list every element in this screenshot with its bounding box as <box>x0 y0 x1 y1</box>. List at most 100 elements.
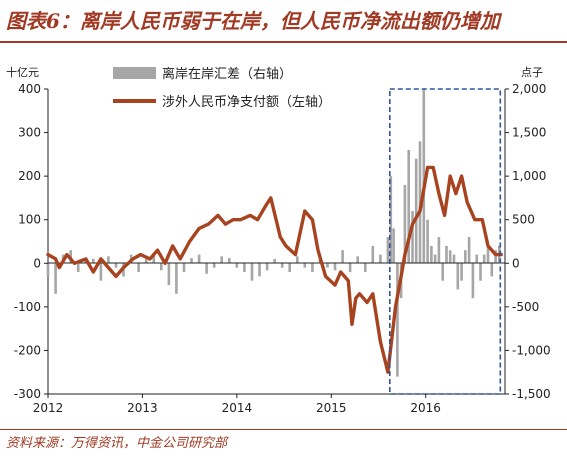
spread-bars <box>46 89 501 377</box>
spread-bar <box>190 258 193 264</box>
spread-bar <box>386 237 390 264</box>
spread-bar <box>452 254 456 264</box>
right-tick-label: 1,500 <box>512 126 546 140</box>
spread-bar <box>326 263 329 268</box>
spread-bar <box>482 254 486 264</box>
spread-bar <box>144 258 148 264</box>
left-tick-label: 200 <box>18 169 41 183</box>
spread-bar <box>403 184 407 264</box>
spread-bar <box>250 263 254 281</box>
source-rule <box>0 429 567 430</box>
spread-bar <box>46 263 50 277</box>
spread-bar <box>445 245 448 264</box>
spread-bar <box>137 263 140 272</box>
spread-bar <box>92 258 95 264</box>
spread-bar <box>433 254 437 264</box>
source-note: 资料来源：万得资讯，中金公司研究部 <box>6 436 228 451</box>
spread-bar <box>288 263 291 272</box>
spread-bar <box>152 252 156 264</box>
spread-bar <box>460 263 463 281</box>
spread-bar <box>212 263 216 268</box>
spread-bar <box>175 263 178 294</box>
right-tick-label: 2,000 <box>512 82 546 96</box>
legend-label-payment: 涉外人民币净支付额（左轴） <box>162 95 331 110</box>
payment-line-layer <box>46 165 503 374</box>
spread-bar <box>258 263 261 277</box>
spread-bar <box>392 228 395 264</box>
spread-bar <box>167 263 171 286</box>
spread-bar <box>471 263 475 299</box>
spread-bar <box>396 263 399 377</box>
chart-title: 图表6：离岸人民币弱于在岸，但人民币净流出额仍增加 <box>6 9 500 33</box>
spread-bar <box>99 263 103 281</box>
right-tick-label: -1,000 <box>512 343 551 357</box>
spread-bar <box>243 263 246 272</box>
x-tick-label: 2016 <box>410 401 441 415</box>
legend-label-spread: 离岸在岸汇差（右轴） <box>162 66 292 82</box>
left-tick-label: -100 <box>14 300 41 314</box>
legend-swatch-spread <box>113 67 156 79</box>
left-tick-label: 300 <box>18 126 41 140</box>
spread-bar <box>389 176 393 264</box>
spread-bar <box>311 263 314 272</box>
spread-bar <box>220 256 223 264</box>
spread-bar <box>494 250 497 264</box>
title-rule <box>0 41 567 43</box>
spread-bar <box>280 263 284 268</box>
left-tick-label: 400 <box>18 82 41 96</box>
x-tick-label: 2012 <box>33 401 64 415</box>
spread-bar <box>371 245 375 264</box>
x-tick-label: 2015 <box>316 401 347 415</box>
spread-bar <box>182 263 186 272</box>
spread-bar <box>430 245 433 264</box>
right-axis-unit: 点子 <box>521 66 543 79</box>
spread-bar <box>364 263 367 272</box>
spread-bar <box>107 256 110 264</box>
spread-bar <box>486 245 490 264</box>
right-tick-label: -500 <box>512 300 539 314</box>
spread-bar <box>265 263 269 271</box>
spread-bar <box>467 237 471 264</box>
spread-bar <box>490 263 494 277</box>
spread-bar <box>464 250 467 264</box>
spread-bar <box>348 263 352 272</box>
spread-bar <box>273 258 276 264</box>
spread-bar <box>407 150 410 264</box>
right-tick-label: -1,500 <box>512 387 551 401</box>
left-tick-label: -200 <box>14 343 41 357</box>
spread-bar <box>235 263 239 268</box>
spread-bar <box>456 263 460 290</box>
highlight-box-layer <box>388 88 502 395</box>
right-tick-label: 500 <box>512 213 535 227</box>
left-tick-label: -300 <box>14 387 41 401</box>
spread-bar <box>475 254 478 264</box>
x-tick-label: 2013 <box>127 401 158 415</box>
payment-line <box>46 165 503 374</box>
spread-bar <box>422 89 426 264</box>
spread-bar <box>205 263 208 274</box>
right-tick-label: 0 <box>512 256 520 270</box>
spread-bar <box>448 250 452 264</box>
highlight-box <box>388 88 502 395</box>
spread-bar <box>228 258 231 264</box>
spread-bar <box>76 263 80 272</box>
spread-bar <box>54 263 57 294</box>
spread-bar <box>303 263 307 268</box>
legend: 离岸在岸汇差（右轴） 涉外人民币净支付额（左轴） <box>113 66 331 110</box>
spread-bar <box>160 263 163 271</box>
spread-bar <box>379 254 382 264</box>
spread-bar <box>341 250 344 264</box>
spread-bar <box>426 219 429 264</box>
left-tick-label: 0 <box>33 256 41 270</box>
spread-bar <box>197 254 201 264</box>
x-axis-ticks: 2012 2013 2014 2015 2016 <box>33 394 441 415</box>
spread-bar <box>437 237 441 264</box>
spread-bar <box>441 263 444 281</box>
left-axis-ticks: 400 300 200 100 0 -100 -200 -300 <box>14 82 48 401</box>
spread-bar <box>114 263 118 268</box>
right-axis-ticks: 2,000 1,500 1,000 500 0 -500 -1,000 -1,500 <box>505 82 551 401</box>
spread-bar <box>479 263 482 281</box>
left-tick-label: 100 <box>18 213 41 227</box>
